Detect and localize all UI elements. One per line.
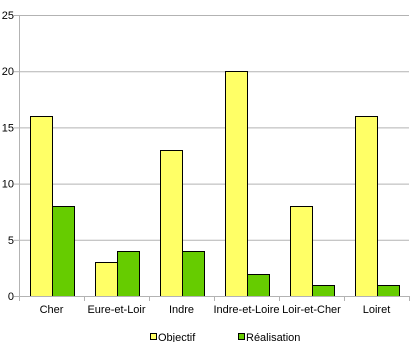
- bar-r-alisation-eure-et-loir: [117, 251, 140, 297]
- legend-swatch-r-alisation: [238, 333, 245, 340]
- x-tick-labels: Cher Eure-et-Loir Indre Indre-et-Loire Loir-…: [40, 304, 391, 316]
- x-tick-label-cher: Cher: [40, 304, 64, 316]
- y-tick-label-0: 0: [8, 291, 14, 303]
- x-tick-label-loiret: Loiret: [363, 304, 391, 316]
- y-tick-label-10: 10: [2, 179, 14, 191]
- bar-r-alisation-indre: [182, 251, 205, 297]
- y-tick-label-5: 5: [8, 235, 14, 247]
- x-tick-label-loir-et-cher: Loir-et-Cher: [282, 304, 341, 316]
- x-tick-label-eure-et-loir: Eure-et-Loir: [87, 304, 145, 316]
- bar-objectif-cher: [30, 116, 53, 297]
- bar-objectif-loir-et-cher: [290, 206, 313, 297]
- x-tick-label-indre-et-loire: Indre-et-Loire: [213, 304, 279, 316]
- legend-label-r-alisation: Réalisation: [246, 332, 300, 342]
- legend: Objectif Réalisation: [150, 332, 300, 344]
- bars: [30, 71, 400, 297]
- legend-swatch-objectif: [150, 333, 157, 340]
- bar-objectif-eure-et-loir: [95, 262, 118, 297]
- bar-objectif-indre: [160, 150, 183, 297]
- legend-label-objectif: Objectif: [158, 332, 196, 342]
- bar-objectif-indre-et-loire: [225, 71, 248, 297]
- x-tick-label-indre: Indre: [169, 304, 194, 316]
- bar-r-alisation-indre-et-loire: [247, 274, 270, 297]
- y-tick-label-15: 15: [2, 122, 14, 134]
- bar-objectif-loiret: [355, 116, 378, 297]
- y-tick-label-20: 20: [2, 66, 14, 78]
- bar-r-alisation-loiret: [377, 285, 400, 297]
- axes: [14, 15, 410, 301]
- y-tick-label-25: 25: [2, 10, 14, 22]
- bar-r-alisation-loir-et-cher: [312, 285, 335, 297]
- y-tick-labels: 0 5 10 15 20 25: [2, 10, 14, 303]
- bar-r-alisation-cher: [52, 206, 75, 297]
- gridlines: [19, 15, 409, 297]
